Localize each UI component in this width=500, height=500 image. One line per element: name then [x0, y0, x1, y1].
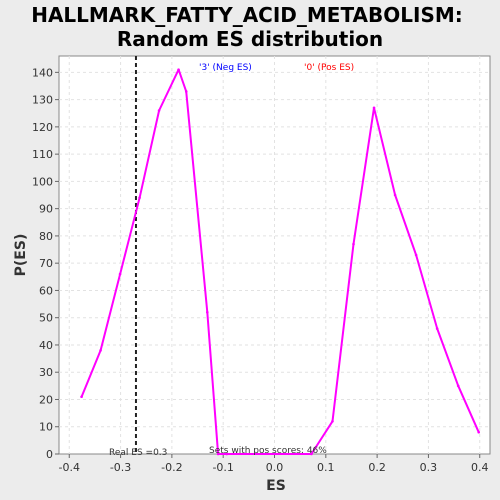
- es-distribution-point: [225, 452, 229, 456]
- x-tick-label: 0.1: [317, 461, 335, 474]
- chart-title-line2: Random ES distribution: [117, 27, 383, 51]
- series-layer: [80, 68, 481, 456]
- axis-ticks: 0 10 20 30 40 50 60 70 80 90 100 110 120 130 140 -0.4 -0…: [32, 66, 488, 474]
- y-tick-label: 10: [39, 421, 53, 434]
- y-tick-label: 80: [39, 230, 53, 243]
- y-tick-label: 140: [32, 66, 53, 79]
- es-distribution-point: [393, 193, 397, 197]
- es-distribution-point: [184, 90, 188, 93]
- es-distribution-point: [80, 395, 83, 399]
- y-tick-label: 60: [39, 284, 53, 297]
- real-es-label: Real ES =0.3: [109, 448, 167, 458]
- y-tick-label: 90: [39, 203, 53, 216]
- y-tick-label: 50: [39, 312, 53, 325]
- es-distribution-point: [205, 310, 209, 314]
- legend-pos-es: '0' (Pos ES): [304, 63, 354, 73]
- es-distribution-point: [310, 452, 313, 456]
- x-tick-label: -0.4: [59, 461, 80, 474]
- y-tick-label: 120: [32, 121, 53, 134]
- x-tick-label: 0.2: [368, 461, 386, 474]
- x-tick-label: -0.3: [110, 461, 131, 474]
- y-tick-label: 20: [39, 393, 53, 406]
- es-distribution-point: [118, 272, 122, 276]
- es-distribution-point: [216, 452, 220, 456]
- y-tick-label: 100: [32, 175, 53, 188]
- es-distribution-point: [456, 384, 460, 388]
- y-tick-label: 0: [46, 448, 53, 461]
- x-tick-label: 0.4: [471, 461, 489, 474]
- legend-neg-es: '3' (Neg ES): [199, 63, 252, 73]
- es-distribution-point: [99, 349, 102, 352]
- es-distribution-point: [352, 242, 355, 246]
- es-distribution-point: [372, 106, 376, 110]
- y-axis-label: P(ES): [13, 234, 29, 277]
- x-tick-label: 0.0: [266, 461, 284, 474]
- x-tick-label: -0.1: [212, 461, 233, 474]
- x-tick-label: 0.3: [420, 461, 438, 474]
- y-tick-label: 30: [39, 366, 53, 379]
- y-tick-label: 40: [39, 339, 53, 352]
- x-axis-label: ES: [266, 478, 286, 494]
- es-distribution-point: [414, 253, 418, 257]
- es-distribution-point: [138, 196, 141, 200]
- es-distribution-point: [435, 327, 439, 330]
- chart-title-line1: HALLMARK_FATTY_ACID_METABOLISM:: [31, 3, 463, 27]
- y-tick-label: 70: [39, 257, 53, 270]
- es-distribution-point: [157, 109, 161, 112]
- y-tick-label: 130: [32, 94, 53, 107]
- y-tick-label: 110: [32, 148, 53, 161]
- x-tick-label: -0.2: [161, 461, 182, 474]
- es-distribution-point: [477, 430, 481, 434]
- es-distribution-point: [177, 68, 180, 71]
- pos-scores-annotation: Sets with pos scores: 46%: [209, 446, 327, 456]
- es-distribution-point: [331, 419, 334, 423]
